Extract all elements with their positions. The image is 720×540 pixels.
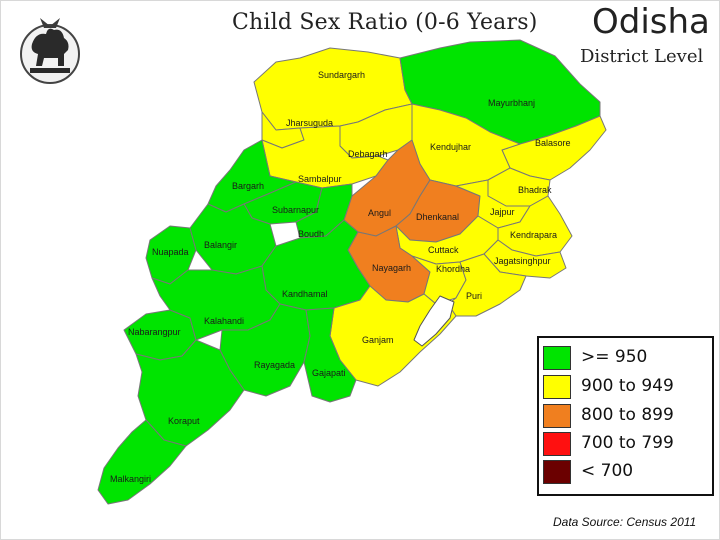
label-khordha: Khordha: [436, 264, 470, 274]
label-kendujhar: Kendujhar: [430, 142, 471, 152]
label-kendrapara: Kendrapara: [510, 230, 557, 240]
label-koraput: Koraput: [168, 416, 200, 426]
legend-swatch: [543, 460, 571, 484]
state-name: Odisha: [592, 2, 710, 42]
label-puri: Puri: [466, 291, 482, 301]
label-dhenkanal: Dhenkanal: [416, 212, 459, 222]
district-malkangiri: [97, 419, 187, 505]
label-kandhamal: Kandhamal: [282, 289, 328, 299]
label-jagatsinghpur: Jagatsinghpur: [494, 256, 551, 266]
label-balasore: Balasore: [535, 138, 571, 148]
district-koraput: [135, 339, 245, 447]
chilika-lake: [413, 295, 455, 347]
legend-label: >= 950: [581, 347, 648, 367]
legend-item: >= 950: [539, 346, 712, 370]
legend-swatch: [543, 375, 571, 399]
label-ganjam: Ganjam: [362, 335, 394, 345]
legend-swatch: [543, 346, 571, 370]
label-nayagarh: Nayagarh: [372, 263, 411, 273]
label-jharsuguda: Jharsuguda: [286, 118, 333, 128]
legend-label: 900 to 949: [581, 376, 674, 396]
label-malkangiri: Malkangiri: [110, 474, 151, 484]
label-cuttack: Cuttack: [428, 245, 459, 255]
district-gajapati: [303, 307, 357, 403]
data-source: Data Source: Census 2011: [553, 515, 697, 529]
odisha-state-emblem-icon: [20, 18, 80, 84]
label-gajapati: Gajapati: [312, 368, 346, 378]
label-mayurbhanj: Mayurbhanj: [488, 98, 535, 108]
legend-label: < 700: [581, 461, 634, 481]
map-title: Child Sex Ratio (0-6 Years): [232, 10, 538, 35]
legend-item: 900 to 949: [539, 375, 712, 399]
label-nuapada: Nuapada: [152, 247, 189, 257]
label-sundargarh: Sundargarh: [318, 70, 365, 80]
label-angul: Angul: [368, 208, 391, 218]
legend-label: 800 to 899: [581, 405, 674, 425]
label-sambalpur: Sambalpur: [298, 174, 342, 184]
legend: >= 950 900 to 949 800 to 899 700 to 799 …: [537, 336, 714, 496]
label-boudh: Boudh: [298, 229, 324, 239]
label-nabarangpur: Nabarangpur: [128, 327, 181, 337]
label-balangir: Balangir: [204, 240, 237, 250]
legend-label: 700 to 799: [581, 433, 674, 453]
label-bargarh: Bargarh: [232, 181, 264, 191]
legend-swatch: [543, 404, 571, 428]
district-puri: [447, 253, 527, 317]
legend-item: 800 to 899: [539, 404, 712, 428]
legend-item: 700 to 799: [539, 432, 712, 456]
legend-swatch: [543, 432, 571, 456]
label-kalahandi: Kalahandi: [204, 316, 244, 326]
map-level: District Level: [580, 46, 704, 67]
label-bhadrak: Bhadrak: [518, 185, 552, 195]
label-rayagada: Rayagada: [254, 360, 295, 370]
label-debagarh: Debagarh: [348, 149, 388, 159]
legend-item: < 700: [539, 460, 712, 484]
label-jajpur: Jajpur: [490, 207, 515, 217]
district-balangir: [189, 203, 277, 275]
label-subarnapur: Subarnapur: [272, 205, 319, 215]
